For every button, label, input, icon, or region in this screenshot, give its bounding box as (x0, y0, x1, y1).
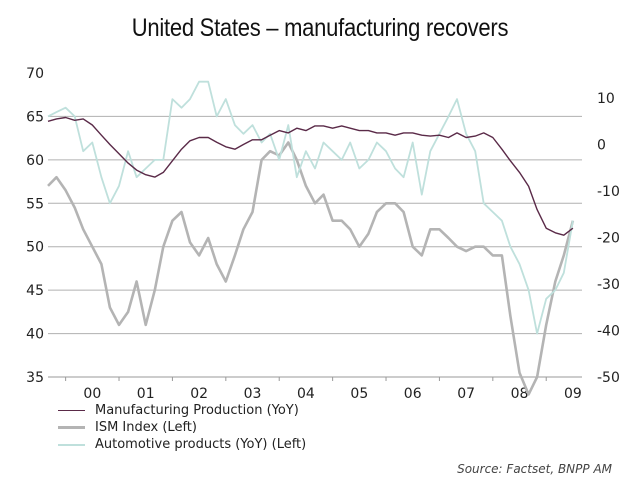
y-left-tick-label: 35 (26, 370, 44, 386)
x-tick-label: 05 (350, 386, 368, 402)
x-tick-label: 00 (83, 386, 101, 402)
legend-item-ism: ISM Index (Left) (58, 419, 306, 436)
x-tick-label: 02 (190, 386, 208, 402)
y-axis-left: 35 40 45 50 55 60 65 70 (26, 66, 44, 386)
legend-label: Automotive products (YoY) (Left) (95, 437, 307, 452)
x-axis: 00 01 02 03 04 05 06 07 08 09 (65, 377, 582, 402)
legend-item-automotive: Automotive products (YoY) (Left) (58, 436, 306, 453)
y-left-tick-label: 45 (26, 283, 44, 299)
gridlines (48, 115, 582, 378)
chart-title: United States – manufacturing recovers (131, 14, 509, 42)
legend-label: ISM Index (Left) (95, 420, 197, 435)
legend-label: Manufacturing Production (YoY) (95, 403, 299, 418)
x-tick-label: 07 (457, 386, 475, 402)
y-left-tick-label: 65 (26, 109, 44, 125)
x-tick-label: 03 (244, 386, 262, 402)
y-right-tick-label: -40 (597, 324, 620, 340)
x-tick-label: 04 (297, 386, 315, 402)
y-left-tick-label: 70 (26, 66, 44, 82)
legend-item-manufacturing: Manufacturing Production (YoY) (58, 402, 306, 419)
y-left-tick-label: 55 (26, 196, 44, 212)
x-tick-label: 06 (404, 386, 422, 402)
legend-swatch-ism (58, 426, 85, 429)
x-tick-label: 08 (511, 386, 529, 402)
legend: Manufacturing Production (YoY) ISM Index… (58, 402, 306, 453)
legend-swatch-manufacturing (58, 410, 85, 411)
x-tick-label: 01 (137, 386, 155, 402)
x-tick-label: 09 (564, 386, 582, 402)
y-right-tick-label: -50 (597, 370, 620, 386)
series-line-ism (47, 141, 575, 396)
series-line-automotive (47, 80, 574, 335)
legend-swatch-automotive (58, 443, 85, 446)
y-right-tick-label: -30 (597, 277, 620, 293)
y-left-tick-label: 50 (26, 240, 44, 256)
y-right-tick-label: -10 (597, 184, 620, 200)
y-right-tick-label: 0 (597, 138, 606, 154)
source-note: Source: Factset, BNPP AM (457, 462, 612, 476)
y-axis-right: -50 -40 -30 -20 -10 0 10 (597, 91, 620, 386)
series-line-manufacturing (47, 116, 574, 236)
y-left-tick-label: 40 (26, 327, 44, 343)
y-right-tick-label: 10 (597, 91, 615, 107)
y-right-tick-label: -20 (597, 231, 620, 247)
series-lines (47, 80, 575, 396)
y-left-tick-label: 60 (26, 153, 44, 169)
